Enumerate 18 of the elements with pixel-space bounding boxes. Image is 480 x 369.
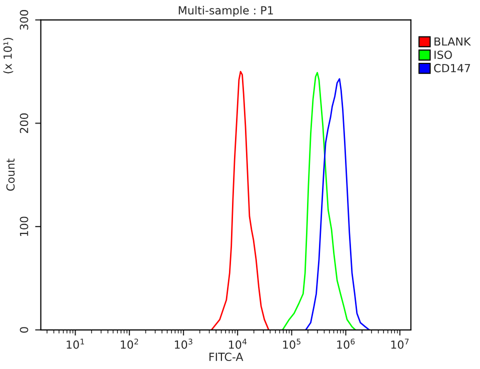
y-tick-label: 200 xyxy=(20,113,28,134)
text: (x 10¹) xyxy=(3,38,14,74)
y-axis-title: Count xyxy=(6,158,15,191)
y-tick-label: 300 xyxy=(20,10,28,30)
x-tick-label: 10$^{6}$ xyxy=(337,338,355,349)
x-tick-label: 10$^{1}$ xyxy=(66,338,84,349)
y-tick-label: 0 xyxy=(20,327,28,333)
legend-label: BLANK xyxy=(434,37,471,46)
x-tick-label: 10$^{7}$ xyxy=(391,338,409,349)
legend-label: CD147 xyxy=(434,64,470,72)
legend-label: ISO xyxy=(434,50,452,60)
x-tick-label: 10$^{2}$ xyxy=(120,338,138,349)
chart-title: Multi-sample : P1 xyxy=(178,6,273,17)
x-tick-label: 10$^{4}$ xyxy=(229,338,247,349)
x-tick-label: 10$^{3}$ xyxy=(174,338,192,349)
x-axis-title: FITC-A xyxy=(209,352,244,362)
y-tick-label: 100 xyxy=(20,216,28,236)
x-tick-label: 10$^{5}$ xyxy=(283,338,300,349)
